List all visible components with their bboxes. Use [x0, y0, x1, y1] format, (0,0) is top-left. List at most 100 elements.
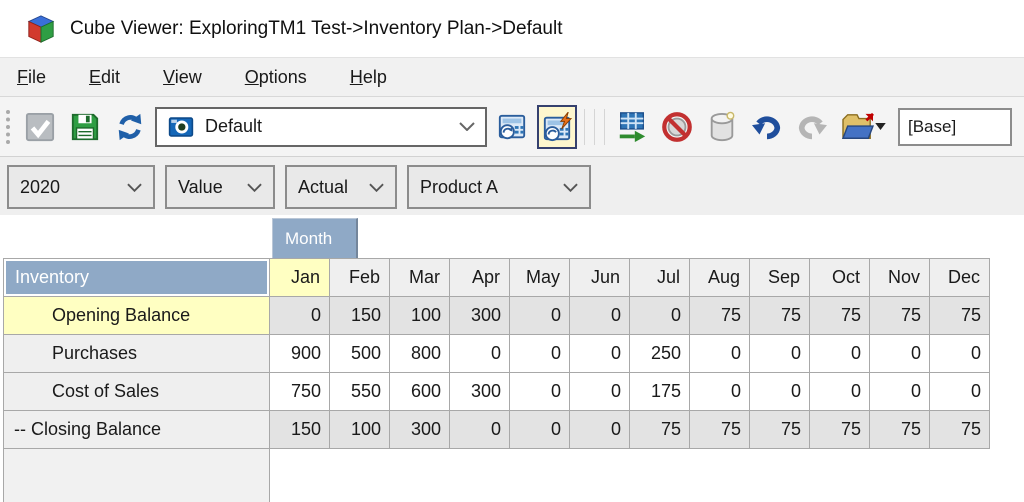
grid-cell-purchases-jul[interactable]: 250: [629, 334, 690, 373]
grid-cell-cost-of-sales-aug[interactable]: 0: [689, 372, 750, 411]
grid-cell-closing-balance-jul[interactable]: 75: [629, 410, 690, 449]
grid-cell-purchases-jan[interactable]: 900: [269, 334, 330, 373]
row-dimension-header[interactable]: Inventory: [3, 258, 270, 297]
col-header-nov[interactable]: Nov: [869, 258, 930, 297]
col-header-aug[interactable]: Aug: [689, 258, 750, 297]
grid-cell-opening-balance-feb[interactable]: 150: [329, 296, 390, 335]
grid-cell-closing-balance-nov[interactable]: 75: [869, 410, 930, 449]
save-button[interactable]: [65, 105, 105, 149]
grid-cell-opening-balance-mar[interactable]: 100: [389, 296, 450, 335]
recalculate-button[interactable]: [492, 105, 532, 149]
grid-cell-opening-balance-nov[interactable]: 75: [869, 296, 930, 335]
grid-cell-purchases-feb[interactable]: 500: [329, 334, 390, 373]
grid-cell-cost-of-sales-feb[interactable]: 550: [329, 372, 390, 411]
grid-cell-purchases-sep[interactable]: 0: [749, 334, 810, 373]
row-header-cost-of-sales[interactable]: Cost of Sales: [3, 372, 270, 411]
auto-recalculate-toggle[interactable]: [537, 104, 577, 149]
commit-check-button[interactable]: [20, 105, 60, 149]
row-header-purchases[interactable]: Purchases: [3, 334, 270, 373]
menu-bar: File Edit View Options Help: [0, 57, 1024, 97]
chevron-down-icon: [127, 183, 142, 192]
grid-cell-opening-balance-aug[interactable]: 75: [689, 296, 750, 335]
col-header-apr[interactable]: Apr: [449, 258, 510, 297]
grid-cell-cost-of-sales-sep[interactable]: 0: [749, 372, 810, 411]
grid-cell-closing-balance-feb[interactable]: 100: [329, 410, 390, 449]
grid-cell-closing-balance-oct[interactable]: 75: [809, 410, 870, 449]
grid-cell-purchases-mar[interactable]: 800: [389, 334, 450, 373]
recalculate-icon: [498, 114, 526, 139]
grid-cell-closing-balance-jan[interactable]: 150: [269, 410, 330, 449]
redo-button[interactable]: [792, 105, 832, 149]
col-header-mar[interactable]: Mar: [389, 258, 450, 297]
chevron-down-icon: [369, 183, 384, 192]
export-folder-icon: [841, 112, 874, 139]
grid-cell-opening-balance-jan[interactable]: 0: [269, 296, 330, 335]
menu-file[interactable]: File: [17, 66, 47, 87]
sandbox-button[interactable]: [702, 105, 742, 149]
grid-cell-closing-balance-dec[interactable]: 75: [929, 410, 990, 449]
grid-cell-purchases-aug[interactable]: 0: [689, 334, 750, 373]
grid-cell-closing-balance-jun[interactable]: 0: [569, 410, 630, 449]
row-header-closing-balance[interactable]: -- Closing Balance: [3, 410, 270, 449]
grid-cell-cost-of-sales-dec[interactable]: 0: [929, 372, 990, 411]
grid-cell-opening-balance-sep[interactable]: 75: [749, 296, 810, 335]
row-header-opening-balance[interactable]: Opening Balance: [3, 296, 270, 335]
grid-cell-purchases-dec[interactable]: 0: [929, 334, 990, 373]
dimension-dropdown-actual[interactable]: Actual: [285, 165, 397, 209]
grid-cell-purchases-oct[interactable]: 0: [809, 334, 870, 373]
grid-cell-closing-balance-aug[interactable]: 75: [689, 410, 750, 449]
col-header-may[interactable]: May: [509, 258, 570, 297]
grid-cell-cost-of-sales-jul[interactable]: 175: [629, 372, 690, 411]
menu-options[interactable]: Options: [244, 66, 307, 87]
grid-cell-cost-of-sales-oct[interactable]: 0: [809, 372, 870, 411]
undo-button[interactable]: [747, 105, 787, 149]
grid-cell-cost-of-sales-jan[interactable]: 750: [269, 372, 330, 411]
col-header-jul[interactable]: Jul: [629, 258, 690, 297]
view-dropdown[interactable]: Default: [155, 106, 487, 147]
grid-cell-cost-of-sales-nov[interactable]: 0: [869, 372, 930, 411]
grid-cell-closing-balance-mar[interactable]: 300: [389, 410, 450, 449]
grid-cell-cost-of-sales-jun[interactable]: 0: [569, 372, 630, 411]
grid-cell-opening-balance-jun[interactable]: 0: [569, 296, 630, 335]
col-header-sep[interactable]: Sep: [749, 258, 810, 297]
grid-cell-closing-balance-may[interactable]: 0: [509, 410, 570, 449]
suppress-zeroes-button[interactable]: [657, 105, 697, 149]
col-header-feb[interactable]: Feb: [329, 258, 390, 297]
col-header-jun[interactable]: Jun: [569, 258, 630, 297]
grid-cell-closing-balance-sep[interactable]: 75: [749, 410, 810, 449]
dimension-dropdown-product-a[interactable]: Product A: [407, 165, 591, 209]
redo-icon: [798, 115, 827, 139]
grid-cell-opening-balance-dec[interactable]: 75: [929, 296, 990, 335]
grid-cell-purchases-may[interactable]: 0: [509, 334, 570, 373]
dimension-dropdown-value[interactable]: Value: [165, 165, 275, 209]
grid-cell-opening-balance-apr[interactable]: 300: [449, 296, 510, 335]
row-dimension-label: Inventory: [6, 261, 267, 294]
grid-cell-opening-balance-oct[interactable]: 75: [809, 296, 870, 335]
slice-to-excel-button[interactable]: [612, 105, 652, 149]
grid-cell-cost-of-sales-may[interactable]: 0: [509, 372, 570, 411]
sandbox-icon: [710, 111, 735, 141]
dimension-dropdown-2020[interactable]: 2020: [7, 165, 155, 209]
menu-view[interactable]: View: [163, 66, 202, 87]
col-header-oct[interactable]: Oct: [809, 258, 870, 297]
sandbox-select-field[interactable]: [Base]: [898, 107, 1012, 146]
col-header-dec[interactable]: Dec: [929, 258, 990, 297]
chevron-down-icon: [563, 183, 578, 192]
window-title: Cube Viewer: ExploringTM1 Test->Inventor…: [70, 17, 563, 39]
menu-help[interactable]: Help: [349, 66, 387, 87]
export-button[interactable]: [837, 105, 889, 149]
refresh-button[interactable]: [110, 105, 150, 149]
grid-cell-closing-balance-apr[interactable]: 0: [449, 410, 510, 449]
col-header-jan[interactable]: Jan: [269, 258, 330, 297]
grid-cell-cost-of-sales-apr[interactable]: 300: [449, 372, 510, 411]
menu-edit[interactable]: Edit: [89, 66, 121, 87]
grid-cell-cost-of-sales-mar[interactable]: 600: [389, 372, 450, 411]
cube-icon: [27, 14, 55, 43]
grid-cell-purchases-jun[interactable]: 0: [569, 334, 630, 373]
grid-cell-purchases-apr[interactable]: 0: [449, 334, 510, 373]
grid-cell-purchases-nov[interactable]: 0: [869, 334, 930, 373]
grid-cell-opening-balance-jul[interactable]: 0: [629, 296, 690, 335]
column-dimension-tab[interactable]: Month: [272, 218, 358, 258]
grid-cell-opening-balance-may[interactable]: 0: [509, 296, 570, 335]
view-dropdown-value: Default: [205, 116, 263, 136]
